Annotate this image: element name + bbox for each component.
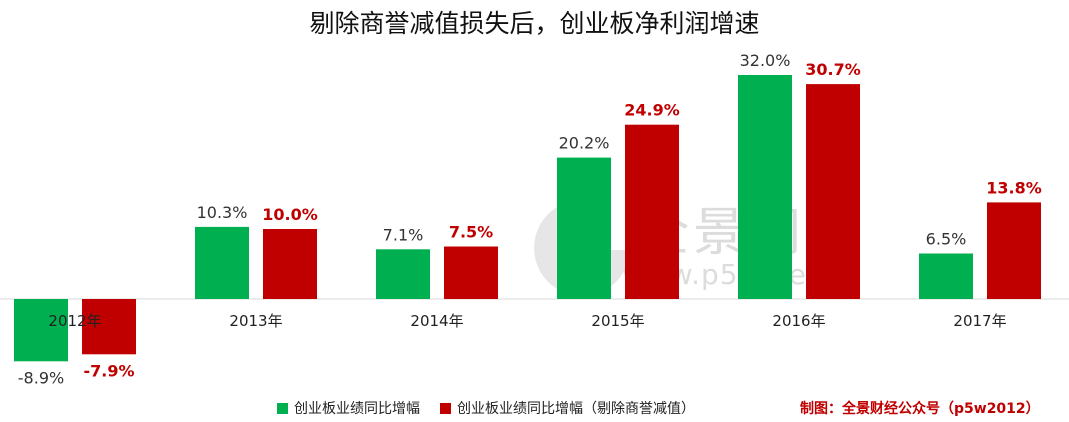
bar-chart: -8.9% -7.9% 2012年 10.3% 10.0% 2013年 7.1% 7.5% 20… [0, 51, 1069, 387]
legend-item-series-1: 创业板业绩同比增幅 [277, 398, 420, 418]
x-tick-label-2: 2014年 [410, 312, 463, 330]
legend-swatch-green [277, 402, 288, 414]
bar-green-1 [195, 226, 249, 299]
data-label-red-0: -7.9% [83, 361, 134, 380]
legend-label-series-1: 创业板业绩同比增幅 [294, 401, 420, 417]
bar-red-3 [625, 124, 679, 299]
data-label-red-1: 10.0% [262, 205, 318, 224]
legend-item-series-2: 创业板业绩同比增幅（剔除商誉减值） [440, 398, 695, 418]
x-tick-label-1: 2013年 [229, 312, 282, 330]
bar-green-2 [376, 249, 430, 299]
bar-red-1 [263, 229, 317, 299]
data-label-green-3: 20.2% [559, 134, 610, 153]
bar-green-5 [919, 253, 973, 299]
legend-label-series-2: 创业板业绩同比增幅（剔除商誉减值） [457, 401, 695, 417]
data-label-green-0: -8.9% [18, 368, 64, 387]
x-tick-label-4: 2016年 [772, 312, 825, 330]
bar-red-0 [82, 299, 136, 355]
x-tick-label-5: 2017年 [953, 312, 1006, 330]
data-label-green-2: 7.1% [383, 225, 424, 244]
data-label-green-1: 10.3% [197, 203, 248, 222]
x-tick-label-3: 2015年 [591, 312, 644, 330]
bar-green-3 [557, 157, 611, 299]
data-label-red-2: 7.5% [449, 223, 493, 242]
data-label-green-4: 32.0% [740, 51, 791, 70]
data-label-red-5: 13.8% [986, 178, 1042, 197]
legend: 创业板业绩同比增幅 创业板业绩同比增幅（剔除商誉减值） [0, 398, 1069, 418]
chart-credit: 制图：全景财经公众号（p5w2012） [800, 401, 1040, 417]
chart-title: 剔除商誉减值损失后，创业板净利润增速 [309, 9, 760, 38]
data-label-green-5: 6.5% [926, 230, 967, 249]
bar-red-5 [987, 202, 1041, 299]
bar-red-2 [444, 246, 498, 299]
bar-green-0 [14, 299, 68, 362]
data-label-red-4: 30.7% [805, 60, 861, 79]
bar-red-4 [806, 84, 860, 299]
data-label-red-3: 24.9% [624, 101, 680, 120]
bar-green-4 [738, 75, 792, 299]
x-tick-label-0: 2012年 [48, 312, 101, 330]
legend-swatch-red [440, 402, 451, 414]
